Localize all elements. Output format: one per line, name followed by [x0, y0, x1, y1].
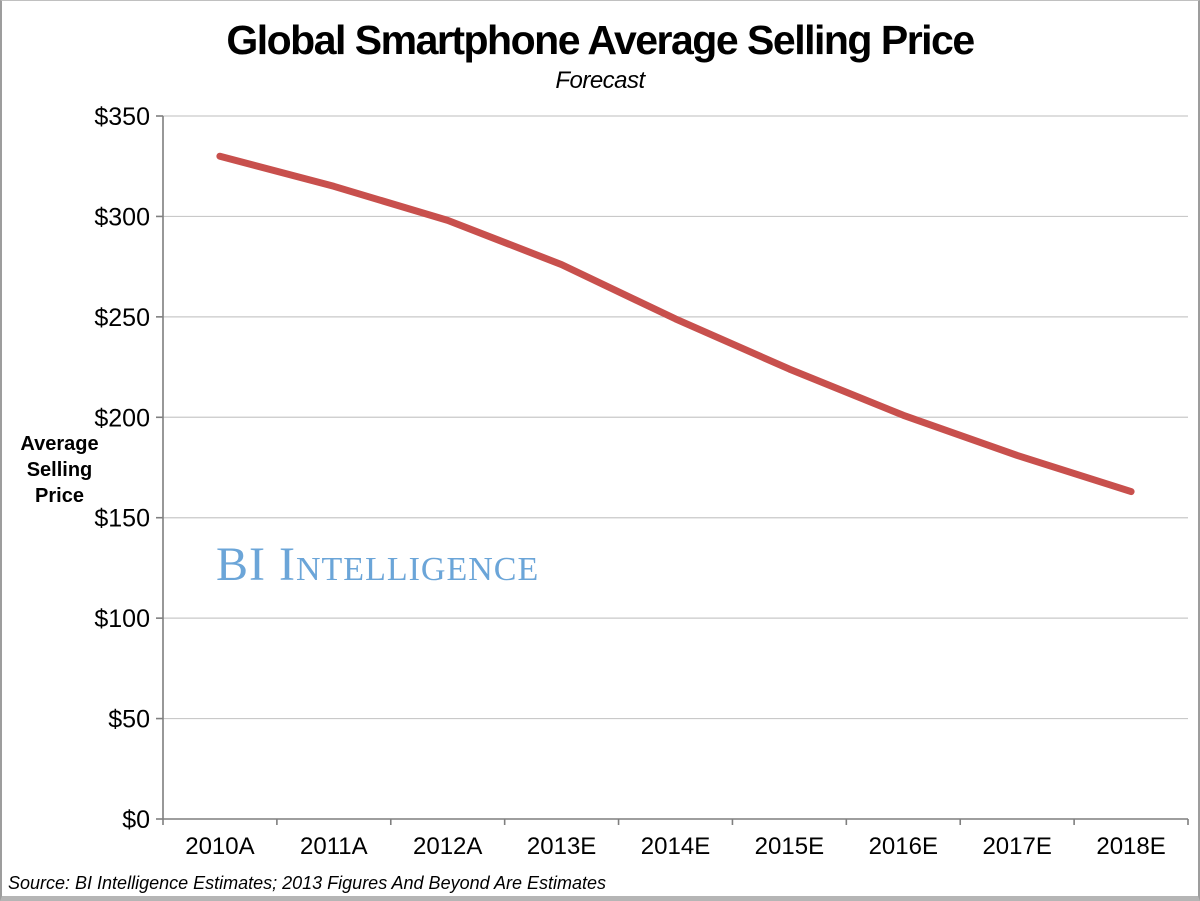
x-tick-label: 2010A [185, 833, 254, 860]
y-axis-title-line: Selling [26, 459, 93, 481]
y-tick-label: $250 [94, 304, 150, 332]
y-tick-label: $150 [94, 505, 150, 533]
bi-intelligence-watermark: BI Intelligence [216, 538, 540, 591]
x-tick-label: 2015E [755, 833, 824, 860]
x-tick-label: 2016E [869, 833, 938, 860]
x-tick-label: 2012A [413, 833, 482, 860]
x-tick-label: 2014E [641, 833, 710, 860]
asp-forecast-line [216, 152, 1135, 496]
chart-title: Global Smartphone Average Selling Price [226, 17, 975, 63]
x-tick-label: 2011A [300, 833, 368, 860]
y-tick-label: $50 [108, 706, 150, 734]
y-axis-title-line: Average [20, 433, 99, 455]
source-note: Source: BI Intelligence Estimates; 2013 … [8, 873, 606, 893]
x-tick-label: 2017E [982, 833, 1051, 860]
x-tick-label: 2013E [527, 833, 596, 860]
y-tick-label: $350 [94, 103, 150, 131]
chart-subtitle: Forecast [555, 67, 645, 94]
x-tick-label: 2018E [1096, 833, 1165, 860]
y-axis-title: Average Selling Price [12, 431, 107, 509]
y-tick-label: $200 [94, 404, 150, 432]
y-tick-label: $100 [94, 605, 150, 633]
y-tick-label: $0 [122, 806, 150, 834]
y-tick-label: $300 [94, 203, 150, 231]
y-axis-title-line: Price [35, 485, 84, 507]
